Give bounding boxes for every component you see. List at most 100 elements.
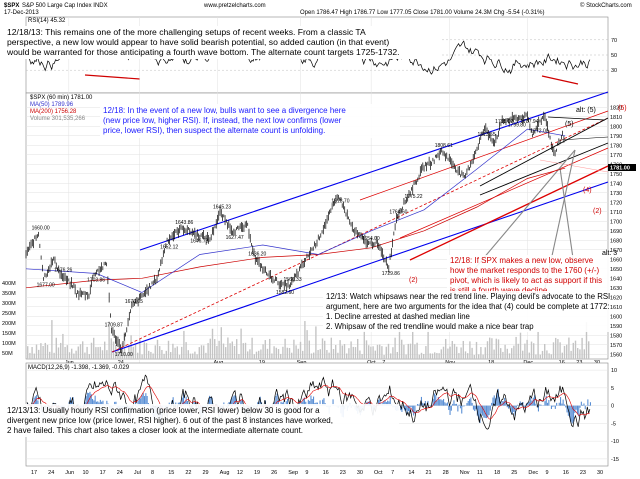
volume-bar <box>365 340 368 359</box>
volume-bar <box>493 349 495 359</box>
x-bottom-tick-label: 9 <box>546 470 549 476</box>
volume-bar <box>183 330 185 359</box>
macd-hist-bar <box>240 399 242 406</box>
macd-hist-bar <box>582 404 584 406</box>
annotation-middle-line-2: argument, here are two arguments for the… <box>326 302 609 311</box>
macd-hist-bar <box>550 405 552 410</box>
price-tag-label: 1652.12 <box>160 244 178 250</box>
volume-bar <box>236 339 238 359</box>
volume-bar <box>53 352 55 359</box>
volume-bar <box>198 347 200 359</box>
macd-hist-bar <box>409 405 411 414</box>
macd-hist-bar <box>444 402 446 406</box>
website: www.pretzelcharts.com <box>203 3 266 9</box>
macd-hist-bar <box>88 393 90 406</box>
macd-hist-bar <box>437 396 439 406</box>
volume-bar <box>552 342 555 359</box>
volume-bar <box>178 354 181 359</box>
x-bottom-tick-label: 24 <box>117 470 123 476</box>
x-bottom-tick-label: Aug <box>220 470 230 476</box>
volume-bar <box>231 341 233 359</box>
macd-hist-bar <box>114 401 116 406</box>
x-bottom-tick-label: 30 <box>597 470 603 476</box>
x-axis-bottom: 17 24 Jun 10 17 24 Jul 8 15 22 29 Aug 12 19 26 Sep 9 16 23… <box>31 470 603 476</box>
volume-bar <box>137 352 139 359</box>
x-bottom-tick-label: 22 <box>185 470 191 476</box>
macd-hist-bar <box>436 400 438 406</box>
volume-bar <box>187 350 189 359</box>
volume-bar <box>511 348 513 359</box>
volume-bar <box>460 347 462 359</box>
macd-hist-bar <box>492 397 494 406</box>
annotation-middle: 12/13: Watch whipsaws near the red trend… <box>323 291 610 332</box>
volume-bar <box>27 346 29 359</box>
macd-hist-bar <box>545 395 547 406</box>
volume-tick-label: 100M <box>2 341 16 347</box>
rsi-tick-label: 30 <box>611 68 617 74</box>
volume-bar <box>574 340 577 359</box>
x-bottom-tick-label: 10 <box>82 470 88 476</box>
annotation-red-line-1: 12/18: If SPX makes a new low, observe <box>450 256 594 265</box>
volume-bar <box>374 350 376 359</box>
volume-bar <box>222 343 225 359</box>
price-tag-label: 1677.00 <box>37 282 55 288</box>
volume-bar <box>189 353 192 359</box>
x-bottom-tick-label: 16 <box>563 470 569 476</box>
volume-bar <box>240 328 242 359</box>
macd-hist-bar <box>379 398 381 406</box>
volume-bar <box>456 346 458 359</box>
volume-bar <box>418 354 420 359</box>
price-tag-label: 1654.00 <box>362 236 380 242</box>
volume-bar <box>522 350 524 359</box>
annotation-bottom-line-3: 2 have failed. This chart also takes a c… <box>7 426 303 435</box>
annotation-red-line-2: how the market responds to the 1760 (+/-… <box>450 266 600 275</box>
macd-hist-bar <box>491 402 493 406</box>
macd-hist-bar <box>450 405 452 411</box>
volume-bar <box>170 352 172 359</box>
macd-hist-bar <box>446 402 448 406</box>
volume-bar <box>513 345 515 359</box>
volume-bar <box>277 349 280 359</box>
macd-hist-bar <box>527 402 529 406</box>
macd-hist-bar <box>470 397 472 406</box>
volume-bar <box>167 340 170 359</box>
volume-bar <box>110 338 112 359</box>
price-tag-label: 1729.86 <box>382 271 400 277</box>
volume-bar <box>128 344 130 359</box>
volume-bar <box>489 337 491 359</box>
macd-hist-bar <box>508 405 510 409</box>
price-tick-label: 1740 <box>610 181 622 187</box>
x-bottom-tick-label: 24 <box>48 470 54 476</box>
symbol: $SPX <box>4 3 19 9</box>
volume-bar <box>524 343 526 359</box>
price-tags: 1660.00 1677.00 1676.26 1703.86 1709.87 1710.… <box>32 119 549 358</box>
volume-bar <box>321 338 324 359</box>
volume-bar <box>260 349 262 359</box>
volume-bar <box>396 351 398 359</box>
volume-bar <box>258 350 260 359</box>
volume-bar <box>445 338 447 359</box>
volume-bar <box>423 353 425 359</box>
macd-hist-bar <box>383 401 385 406</box>
volume-bar <box>220 327 222 359</box>
annotation-red: 12/18: If SPX makes a new low, observe h… <box>447 255 609 297</box>
volume-bar <box>403 344 405 359</box>
volume-tick-label: 350M <box>2 291 16 297</box>
price-tag-label: 1560.33 <box>284 277 302 283</box>
macd-hist-bar <box>283 401 285 406</box>
macd-hist-bar <box>310 395 312 406</box>
macd-hist-bar <box>510 405 512 413</box>
macd-hist-bar <box>439 399 441 406</box>
volume-bar <box>434 352 436 359</box>
volume-bar <box>390 353 392 359</box>
volume-bar <box>544 344 546 359</box>
volume-bar <box>44 342 46 359</box>
volume-bar <box>196 354 198 359</box>
volume-bar <box>112 341 115 359</box>
price-tag-label: 1643.86 <box>175 220 193 226</box>
volume-bar <box>119 351 121 359</box>
volume-bar <box>383 354 385 359</box>
macd-hist-bar <box>323 398 325 406</box>
macd-hist-bar <box>410 405 412 407</box>
